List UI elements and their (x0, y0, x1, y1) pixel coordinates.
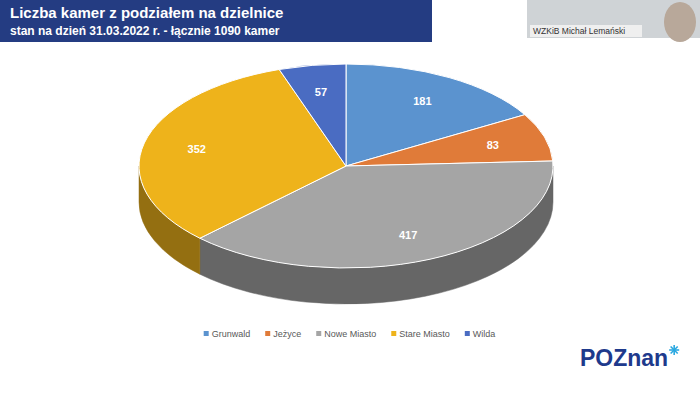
legend-label: Wilda (473, 329, 496, 339)
pie-top (139, 64, 553, 268)
slice (139, 69, 346, 238)
legend-label: Stare Miasto (399, 329, 450, 339)
legend-label: Jeżyce (273, 329, 301, 339)
slice (279, 64, 346, 166)
logo: POZnan (580, 345, 668, 371)
legend-swatch (316, 331, 321, 336)
webcam-person (664, 2, 696, 42)
speaker-label-box (530, 25, 642, 37)
logo-star (669, 345, 679, 355)
chart: Liczba kamer z podziałem na dzielnice sta… (0, 0, 700, 393)
page: Liczba kamer z podziałem na dzielnice sta… (0, 0, 700, 393)
data-label: 57 (315, 86, 327, 98)
background (0, 0, 700, 393)
legend-label: Nowe Miasto (324, 329, 376, 339)
slice (346, 115, 553, 166)
legend: Grunwald Jeżyce Nowe Miasto Stare Miasto Wil… (204, 329, 496, 339)
data-labels: 181 83 417 352 57 (188, 86, 499, 241)
speaker-label: WZKiB Michał Lemański (533, 26, 625, 36)
data-label: 352 (188, 143, 206, 155)
data-label: 181 (413, 95, 431, 107)
data-label: 417 (399, 229, 417, 241)
title: Liczba kamer z podziałem na dzielnice (10, 4, 283, 21)
subtitle: stan na dzień 31.03.2022 r. - łącznie 10… (10, 24, 280, 38)
title-box (0, 0, 432, 42)
legend-swatch (265, 331, 270, 336)
legend-label: Grunwald (212, 329, 251, 339)
data-label: 83 (487, 139, 499, 151)
legend-swatch (204, 331, 209, 336)
logo-star-ray (671, 346, 678, 353)
legend-swatch (465, 331, 470, 336)
legend-swatch (391, 331, 396, 336)
